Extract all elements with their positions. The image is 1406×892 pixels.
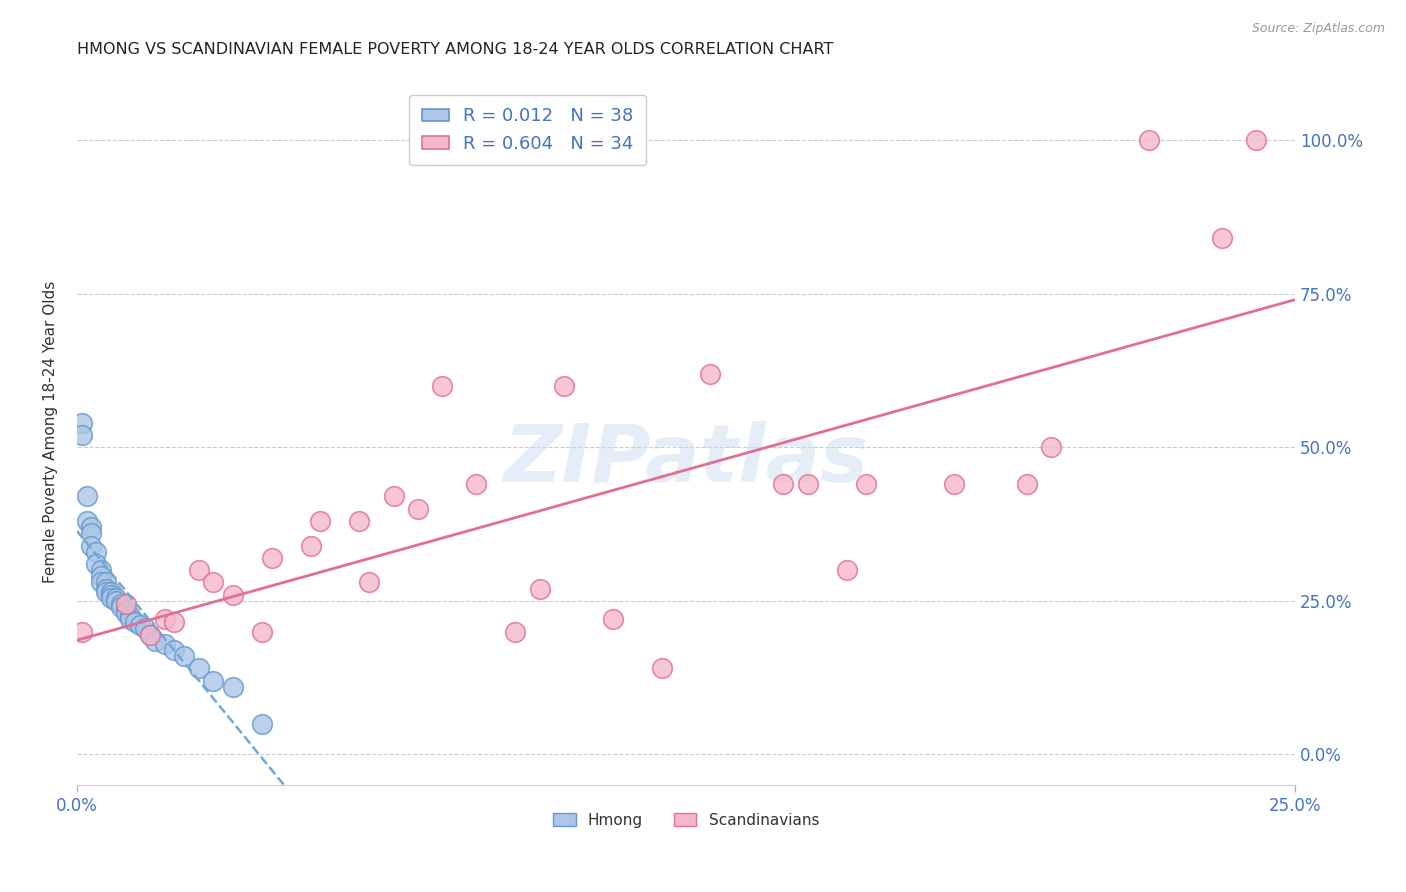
Point [505, 624, 527, 639]
Point [465, 477, 488, 491]
Point [359, 575, 381, 590]
Point [70, 624, 93, 639]
Point [202, 673, 225, 688]
Point [797, 477, 820, 491]
Point [222, 680, 245, 694]
Point [90, 563, 112, 577]
Point [114, 603, 136, 617]
Point [173, 649, 195, 664]
Point [187, 563, 209, 577]
Text: HMONG VS SCANDINAVIAN FEMALE POVERTY AMONG 18-24 YEAR OLDS CORRELATION CHART: HMONG VS SCANDINAVIAN FEMALE POVERTY AMO… [77, 42, 834, 57]
Point [529, 582, 551, 596]
Text: Source: ZipAtlas.com: Source: ZipAtlas.com [1251, 22, 1385, 36]
Point [651, 661, 673, 675]
Point [124, 615, 146, 630]
Point [432, 379, 454, 393]
Point [76, 490, 98, 504]
Point [406, 501, 429, 516]
Point [129, 618, 152, 632]
Point [114, 606, 136, 620]
Point [139, 627, 162, 641]
Point [1015, 477, 1038, 491]
Point [70, 428, 93, 442]
Point [855, 477, 877, 491]
Point [1137, 133, 1160, 147]
Legend: Hmong, Scandinavians: Hmong, Scandinavians [547, 806, 825, 834]
Point [104, 594, 127, 608]
Point [1244, 133, 1267, 147]
Point [110, 597, 132, 611]
Point [90, 569, 112, 583]
Point [835, 563, 858, 577]
Point [114, 597, 136, 611]
Point [553, 379, 575, 393]
Point [250, 716, 273, 731]
Point [120, 612, 142, 626]
Y-axis label: Female Poverty Among 18-24 Year Olds: Female Poverty Among 18-24 Year Olds [44, 281, 58, 583]
Point [699, 367, 721, 381]
Point [153, 637, 176, 651]
Point [104, 591, 127, 605]
Point [134, 622, 156, 636]
Point [100, 591, 122, 605]
Point [86, 557, 108, 571]
Point [94, 584, 117, 599]
Point [80, 539, 103, 553]
Point [90, 575, 112, 590]
Point [100, 588, 122, 602]
Point [94, 582, 117, 596]
Point [1040, 440, 1063, 454]
Point [139, 627, 162, 641]
Point [80, 520, 103, 534]
Point [80, 526, 103, 541]
Point [86, 544, 108, 558]
Point [163, 643, 186, 657]
Point [163, 615, 186, 630]
Point [100, 584, 122, 599]
Text: ZIPatlas: ZIPatlas [503, 421, 869, 500]
Point [1211, 231, 1233, 245]
Point [94, 575, 117, 590]
Point [250, 624, 273, 639]
Point [202, 575, 225, 590]
Point [143, 633, 166, 648]
Point [299, 539, 322, 553]
Point [942, 477, 965, 491]
Point [76, 514, 98, 528]
Point [110, 599, 132, 614]
Point [602, 612, 624, 626]
Point [153, 612, 176, 626]
Point [349, 514, 371, 528]
Point [70, 416, 93, 430]
Point [772, 477, 794, 491]
Point [187, 661, 209, 675]
Point [260, 550, 283, 565]
Point [222, 588, 245, 602]
Point [382, 490, 405, 504]
Point [120, 609, 142, 624]
Point [309, 514, 332, 528]
